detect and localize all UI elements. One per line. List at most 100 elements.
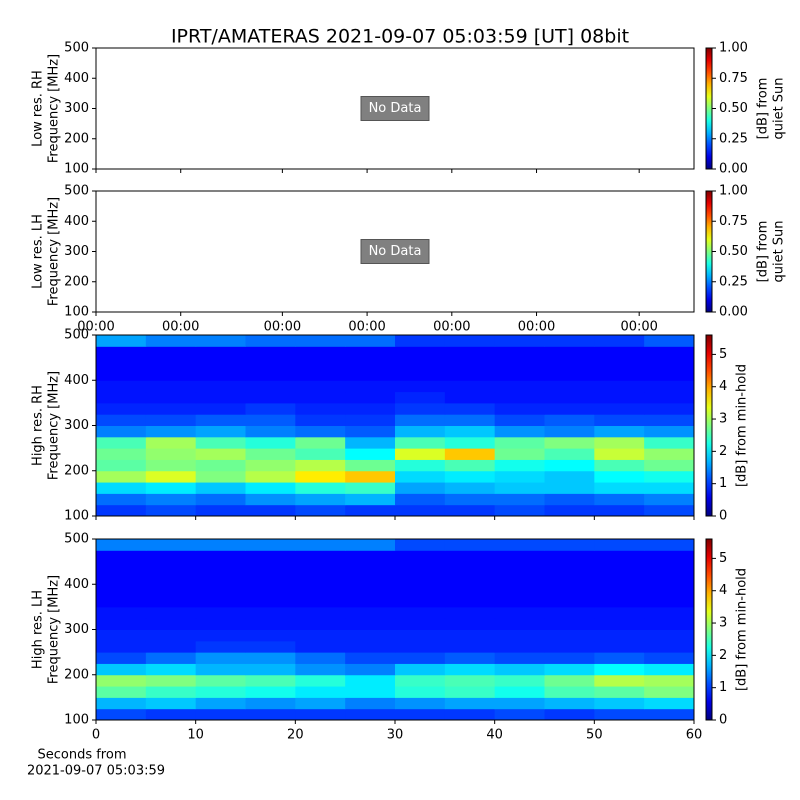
heatmap-cell bbox=[395, 652, 446, 664]
colorbar-tick-label: 1.00 bbox=[719, 41, 748, 56]
heatmap-cell bbox=[644, 425, 695, 438]
heatmap-cell bbox=[594, 584, 645, 597]
heatmap-cell bbox=[395, 686, 446, 698]
y-tick-label: 500 bbox=[64, 184, 89, 199]
heatmap-cell bbox=[145, 674, 197, 687]
heatmap-cell bbox=[494, 539, 545, 551]
heatmap-cell bbox=[594, 504, 645, 517]
heatmap-cell bbox=[245, 584, 296, 597]
heatmap-cell bbox=[444, 674, 496, 687]
colorbar bbox=[705, 334, 713, 517]
heatmap-cell bbox=[644, 504, 695, 517]
heatmap-cell bbox=[544, 346, 595, 359]
heatmap-cell bbox=[96, 686, 147, 698]
colorbar bbox=[705, 47, 713, 170]
heatmap-cell bbox=[395, 674, 446, 687]
heatmap-cell bbox=[96, 606, 147, 619]
heatmap-cell bbox=[295, 436, 346, 449]
heatmap-cell bbox=[245, 504, 296, 517]
heatmap-cell bbox=[96, 663, 147, 676]
heatmap-cell bbox=[494, 335, 545, 347]
heatmap-cell bbox=[444, 697, 496, 710]
heatmap-cell bbox=[145, 493, 197, 506]
heatmap-cell bbox=[295, 380, 346, 393]
heatmap-cell bbox=[195, 402, 246, 415]
heatmap-cell bbox=[594, 606, 645, 619]
heatmap-cell bbox=[345, 697, 396, 710]
heatmap-cell bbox=[544, 504, 595, 517]
heatmap-cell bbox=[644, 346, 695, 359]
heatmap-cell bbox=[444, 448, 496, 460]
heatmap-cell bbox=[295, 584, 346, 597]
colorbar-tick-label: 2 bbox=[719, 444, 727, 459]
heatmap-cell bbox=[345, 448, 396, 460]
colorbar bbox=[705, 538, 713, 721]
heatmap-cell bbox=[295, 414, 346, 426]
heatmap-cell bbox=[544, 606, 595, 619]
heatmap-cell bbox=[96, 425, 147, 438]
heatmap-cell bbox=[644, 686, 695, 698]
heatmap-cell bbox=[295, 606, 346, 619]
heatmap-cell bbox=[96, 550, 147, 563]
heatmap-cell bbox=[444, 572, 496, 585]
heatmap-cell bbox=[345, 674, 396, 687]
heatmap-cell bbox=[245, 550, 296, 563]
no-data-label: No Data bbox=[369, 244, 422, 259]
heatmap-cell bbox=[494, 663, 545, 676]
heatmap-cell bbox=[395, 663, 446, 676]
heatmap-cell bbox=[245, 335, 296, 347]
heatmap-cell bbox=[345, 414, 396, 426]
heatmap-cell bbox=[96, 708, 147, 721]
heatmap-cell bbox=[544, 584, 595, 597]
heatmap-cell bbox=[96, 470, 147, 483]
heatmap-cell bbox=[345, 686, 396, 698]
heatmap-cell bbox=[444, 550, 496, 563]
heatmap-cell bbox=[644, 595, 695, 608]
colorbar-tick-label: 4 bbox=[719, 379, 727, 394]
heatmap-cell bbox=[494, 425, 545, 438]
y-tick-label: 200 bbox=[64, 131, 89, 146]
heatmap-cell bbox=[494, 346, 545, 359]
heatmap-cell bbox=[295, 504, 346, 517]
heatmap-cell bbox=[295, 357, 346, 370]
heatmap-cell bbox=[644, 550, 695, 563]
heatmap-cell bbox=[395, 584, 446, 597]
heatmap-cell bbox=[195, 618, 246, 630]
no-data-label: No Data bbox=[369, 101, 422, 116]
heatmap-cell bbox=[96, 561, 147, 574]
heatmap-cell bbox=[444, 436, 496, 449]
heatmap-cell bbox=[494, 572, 545, 585]
heatmap-cell bbox=[245, 539, 296, 551]
heatmap-cell bbox=[345, 436, 396, 449]
heatmap-cell bbox=[395, 368, 446, 381]
heatmap-cell bbox=[544, 493, 595, 506]
heatmap-cell bbox=[145, 652, 197, 664]
x-tick-label: 40 bbox=[486, 728, 503, 743]
heatmap-cell bbox=[345, 425, 396, 438]
y-axis-label: High res. LH bbox=[31, 590, 46, 669]
heatmap-cell bbox=[345, 708, 396, 721]
heatmap-cell bbox=[245, 606, 296, 619]
heatmap-cell bbox=[245, 493, 296, 506]
heatmap-cell bbox=[245, 448, 296, 460]
heatmap-cell bbox=[345, 629, 396, 642]
heatmap-cell bbox=[494, 470, 545, 483]
y-axis-label: Frequency [MHz] bbox=[47, 54, 62, 163]
x-tick-label: 00:00 bbox=[620, 320, 657, 335]
heatmap-cell bbox=[96, 584, 147, 597]
heatmap-cell bbox=[195, 561, 246, 574]
heatmap-cell bbox=[395, 697, 446, 710]
heatmap-cell bbox=[145, 561, 197, 574]
heatmap-cell bbox=[594, 448, 645, 460]
heatmap-cell bbox=[444, 663, 496, 676]
heatmap-cell bbox=[295, 561, 346, 574]
heatmap-cell bbox=[395, 561, 446, 574]
heatmap-cell bbox=[395, 391, 446, 404]
heatmap-cell bbox=[295, 663, 346, 676]
x-tick-label: 00:00 bbox=[518, 320, 555, 335]
heatmap-cell bbox=[345, 380, 396, 393]
heatmap-cell bbox=[145, 697, 197, 710]
heatmap-cell bbox=[295, 448, 346, 460]
heatmap-cell bbox=[295, 640, 346, 653]
colorbar-label: [dB] from bbox=[756, 78, 771, 140]
